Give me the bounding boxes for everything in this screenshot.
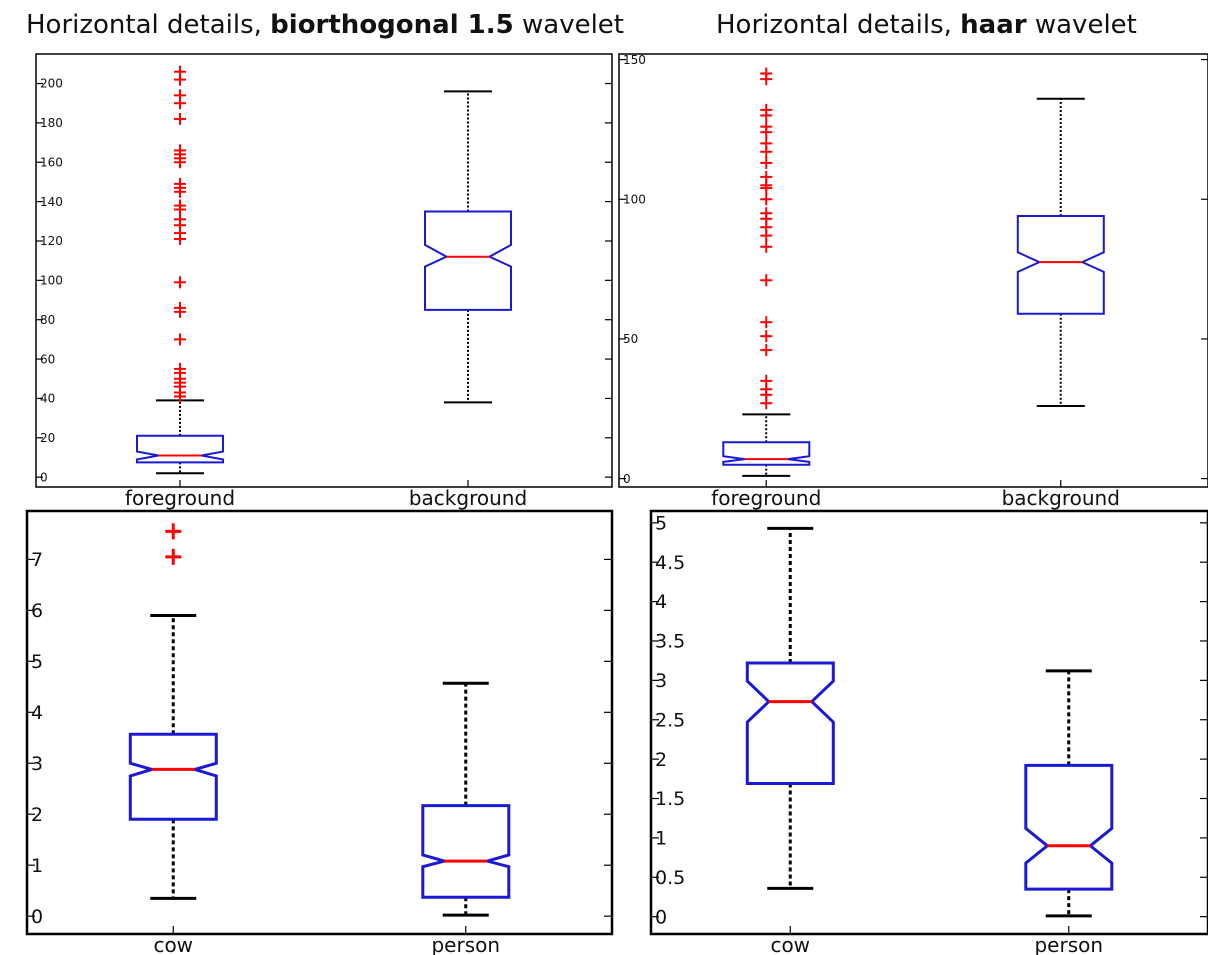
- outlier-marker: [174, 301, 186, 314]
- outlier-marker: [760, 344, 773, 357]
- outlier-marker: [760, 374, 773, 387]
- y-tick-label: 4: [655, 591, 667, 613]
- y-tick-label: 20: [40, 431, 55, 445]
- x-tick-label: person: [431, 933, 500, 955]
- chart-title-left: Horizontal details, biorthogonal 1.5 wav…: [26, 10, 624, 40]
- title-right-bold: haar: [960, 10, 1027, 40]
- y-tick-label: 2: [655, 749, 667, 771]
- y-tick-label: 40: [40, 392, 55, 406]
- notched-box: [128, 732, 218, 821]
- outlier-marker: [174, 333, 186, 346]
- x-tick-label: cow: [770, 933, 810, 955]
- outlier-marker: [760, 330, 773, 343]
- outlier-marker: [760, 67, 773, 80]
- y-tick-label: 180: [40, 116, 63, 130]
- y-tick-label: 160: [40, 155, 63, 169]
- notched-box: [424, 210, 512, 311]
- y-tick-label: 1: [31, 855, 43, 877]
- y-tick-label: 100: [623, 192, 646, 206]
- notched-box: [722, 441, 811, 466]
- title-left-bold: biorthogonal 1.5: [270, 10, 514, 40]
- y-tick-label: 1.5: [655, 788, 685, 810]
- x-tick-label: foreground: [125, 486, 235, 510]
- outlier-marker: [760, 207, 773, 220]
- y-tick-label: 150: [623, 53, 646, 67]
- plot-frame: [649, 509, 1208, 936]
- x-tick-label: cow: [153, 933, 193, 955]
- title-right-suffix: wavelet: [1026, 10, 1137, 40]
- notched-box: [136, 434, 224, 464]
- outlier-marker: [174, 144, 186, 157]
- y-tick-label: 6: [31, 600, 43, 622]
- title-left-suffix: wavelet: [513, 10, 624, 40]
- y-tick-label: 200: [40, 77, 63, 91]
- plot-frame: [35, 53, 613, 488]
- outlier-marker: [760, 103, 773, 116]
- outlier-marker: [174, 65, 186, 78]
- y-tick-label: 140: [40, 195, 63, 209]
- outlier-marker: [165, 548, 182, 565]
- outlier-marker: [760, 120, 773, 133]
- outlier-marker: [760, 240, 773, 253]
- outlier-marker: [760, 170, 773, 183]
- y-tick-label: 0: [655, 906, 667, 928]
- y-tick-label: 50: [623, 332, 638, 346]
- y-tick-label: 0: [31, 906, 43, 928]
- y-tick-label: 3: [31, 753, 43, 775]
- y-tick-label: 5: [655, 512, 667, 534]
- title-right-prefix: Horizontal details,: [716, 10, 961, 40]
- y-tick-label: 80: [40, 313, 55, 327]
- y-tick-label: 5: [31, 651, 43, 673]
- plot-frame: [618, 53, 1208, 488]
- notched-box: [421, 804, 511, 899]
- outlier-marker: [174, 89, 186, 102]
- outlier-marker: [174, 362, 186, 375]
- notched-box: [1024, 763, 1114, 891]
- outlier-marker: [760, 137, 773, 150]
- outlier-marker: [174, 199, 186, 212]
- y-tick-label: 0: [623, 472, 631, 486]
- outlier-marker: [760, 274, 773, 287]
- y-tick-label: 60: [40, 352, 55, 366]
- outlier-marker: [760, 193, 773, 206]
- y-tick-label: 4.5: [655, 552, 685, 574]
- y-tick-label: 2.5: [655, 709, 685, 731]
- y-tick-label: 2: [31, 804, 43, 826]
- plot-frame: [25, 509, 614, 936]
- notched-box: [1016, 215, 1105, 315]
- y-tick-label: 1: [655, 828, 667, 850]
- y-tick-label: 7: [31, 549, 43, 571]
- outlier-marker: [174, 112, 186, 125]
- outlier-marker: [174, 177, 186, 190]
- y-tick-label: 0: [40, 470, 48, 484]
- x-tick-label: person: [1034, 933, 1103, 955]
- outlier-marker: [165, 523, 182, 540]
- x-tick-label: background: [409, 486, 527, 510]
- outlier-marker: [760, 316, 773, 329]
- x-tick-label: background: [1002, 486, 1120, 510]
- notched-box: [745, 661, 835, 785]
- y-tick-label: 4: [31, 702, 43, 724]
- outlier-marker: [174, 276, 186, 289]
- title-left-prefix: Horizontal details,: [26, 10, 271, 40]
- y-tick-label: 100: [40, 274, 63, 288]
- chart-title-right: Horizontal details, haar wavelet: [716, 10, 1137, 40]
- x-tick-label: foreground: [711, 486, 821, 510]
- y-tick-label: 3.5: [655, 631, 685, 653]
- outlier-marker: [760, 156, 773, 169]
- y-tick-label: 3: [655, 670, 667, 692]
- y-tick-label: 0.5: [655, 867, 685, 889]
- y-tick-label: 120: [40, 234, 63, 248]
